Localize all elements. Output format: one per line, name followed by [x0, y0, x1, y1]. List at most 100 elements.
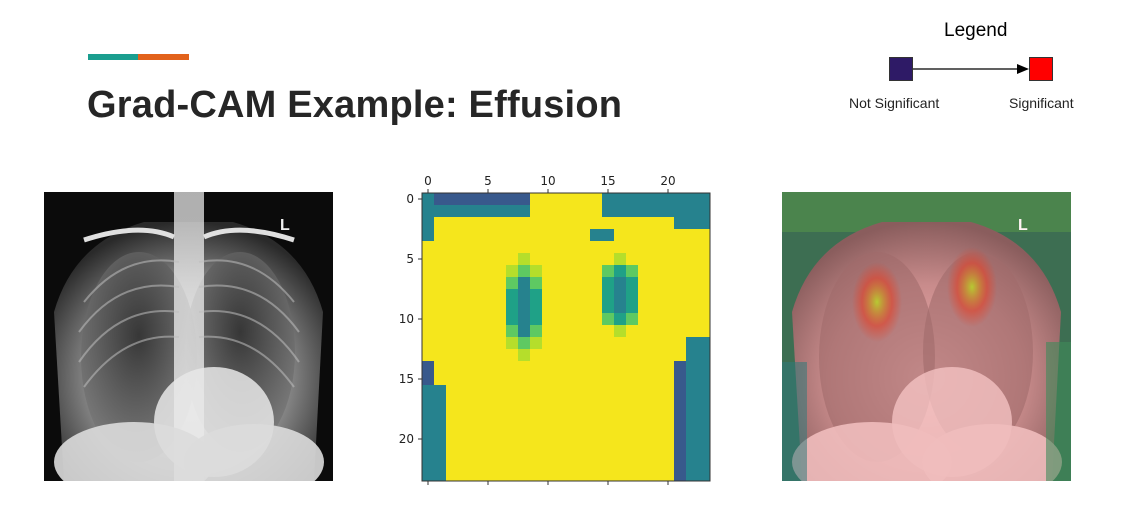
heatmap-cell: [482, 241, 495, 254]
legend-low-label: Not Significant: [849, 95, 940, 111]
heatmap-cell: [530, 337, 543, 350]
heatmap-cell: [674, 265, 687, 278]
heatmap-cell: [566, 397, 579, 410]
heatmap-cell: [578, 457, 591, 470]
heatmap-cell: [470, 373, 483, 386]
heatmap-cell: [602, 253, 615, 266]
heatmap-cell: [566, 241, 579, 254]
heatmap-cell: [554, 313, 567, 326]
heatmap-cell: [626, 277, 639, 290]
heatmap-cell: [662, 301, 675, 314]
heatmap-cell: [638, 469, 651, 482]
heatmap-cell: [542, 421, 555, 434]
heatmap-cell: [602, 445, 615, 458]
heatmap-cell: [650, 361, 663, 374]
heatmap-cell: [614, 361, 627, 374]
heatmap-cell: [422, 277, 435, 290]
heatmap-cell: [650, 289, 663, 302]
heatmap-cell: [698, 361, 711, 374]
heatmap-cell: [458, 325, 471, 338]
x-tick-label: 0: [424, 174, 432, 188]
heatmap-cell: [578, 469, 591, 482]
heatmap-cell: [518, 241, 531, 254]
heatmap-cell: [518, 469, 531, 482]
heatmap-cell: [638, 349, 651, 362]
heatmap-cell: [662, 445, 675, 458]
heatmap-cell: [422, 349, 435, 362]
heatmap-cell: [446, 301, 459, 314]
heatmap-cell: [518, 193, 531, 206]
heatmap-cell: [674, 313, 687, 326]
heatmap-cell: [638, 229, 651, 242]
heatmap-cell: [578, 277, 591, 290]
heatmap-cell: [590, 385, 603, 398]
heatmap-cell: [674, 193, 687, 206]
heatmap-cell: [602, 469, 615, 482]
heatmap-cell: [542, 193, 555, 206]
heatmap-cell: [542, 205, 555, 218]
heatmap-cell: [674, 337, 687, 350]
heatmap-cell: [698, 301, 711, 314]
heatmap-cell: [518, 253, 531, 266]
heatmap-cell: [662, 205, 675, 218]
heatmap-cell: [650, 301, 663, 314]
heatmap-cell: [518, 349, 531, 362]
heatmap-cell: [494, 373, 507, 386]
heatmap-cell: [626, 205, 639, 218]
heatmap-cell: [542, 433, 555, 446]
heatmap-cell: [458, 205, 471, 218]
accent-bar-orange: [138, 54, 189, 60]
heatmap-cell: [590, 457, 603, 470]
heatmap-cell: [530, 397, 543, 410]
heatmap-cell: [530, 433, 543, 446]
heatmap-cell: [554, 457, 567, 470]
heatmap-cell: [530, 313, 543, 326]
heatmap-cell: [554, 301, 567, 314]
heatmap-cell: [590, 325, 603, 338]
heatmap-cell: [458, 445, 471, 458]
heatmap-cell: [554, 193, 567, 206]
heatmap-cell: [434, 205, 447, 218]
heatmap-cell: [530, 289, 543, 302]
accent-bar: [88, 54, 189, 60]
heatmap-cell: [530, 325, 543, 338]
heatmap-cell: [686, 349, 699, 362]
heatmap-cell: [650, 445, 663, 458]
heatmap-cell: [650, 421, 663, 434]
heatmap-cell: [458, 409, 471, 422]
heatmap-cell: [674, 421, 687, 434]
heatmap-cell: [602, 313, 615, 326]
heatmap-cell: [578, 289, 591, 302]
heatmap-cell: [518, 409, 531, 422]
heatmap-cell: [602, 241, 615, 254]
heatmap-cell: [662, 289, 675, 302]
heatmap-cell: [614, 301, 627, 314]
heatmap-cell: [470, 265, 483, 278]
heatmap-cell: [578, 229, 591, 242]
heatmap-cell: [458, 229, 471, 242]
heatmap-cell: [518, 289, 531, 302]
heatmap-cell: [686, 397, 699, 410]
heatmap-cell: [674, 385, 687, 398]
heatmap-cell: [626, 241, 639, 254]
heatmap-cell: [566, 421, 579, 434]
heatmap-cell: [602, 421, 615, 434]
heatmap-cell: [674, 301, 687, 314]
heatmap-cell: [482, 445, 495, 458]
heatmap-cell: [578, 253, 591, 266]
heatmap-cell: [506, 241, 519, 254]
heatmap-cell: [542, 397, 555, 410]
heatmap-cell: [554, 277, 567, 290]
heatmap-cell: [458, 253, 471, 266]
heatmap-cell: [542, 445, 555, 458]
heatmap-cell: [674, 397, 687, 410]
heatmap-cell: [686, 469, 699, 482]
heatmap-cell: [650, 217, 663, 230]
chest-xray-image: L: [44, 192, 333, 481]
heatmap-cell: [494, 253, 507, 266]
heatmap-cell: [554, 289, 567, 302]
heatmap-cell: [674, 445, 687, 458]
heatmap-cell: [506, 289, 519, 302]
heatmap-cell: [662, 361, 675, 374]
heatmap-cell: [542, 349, 555, 362]
